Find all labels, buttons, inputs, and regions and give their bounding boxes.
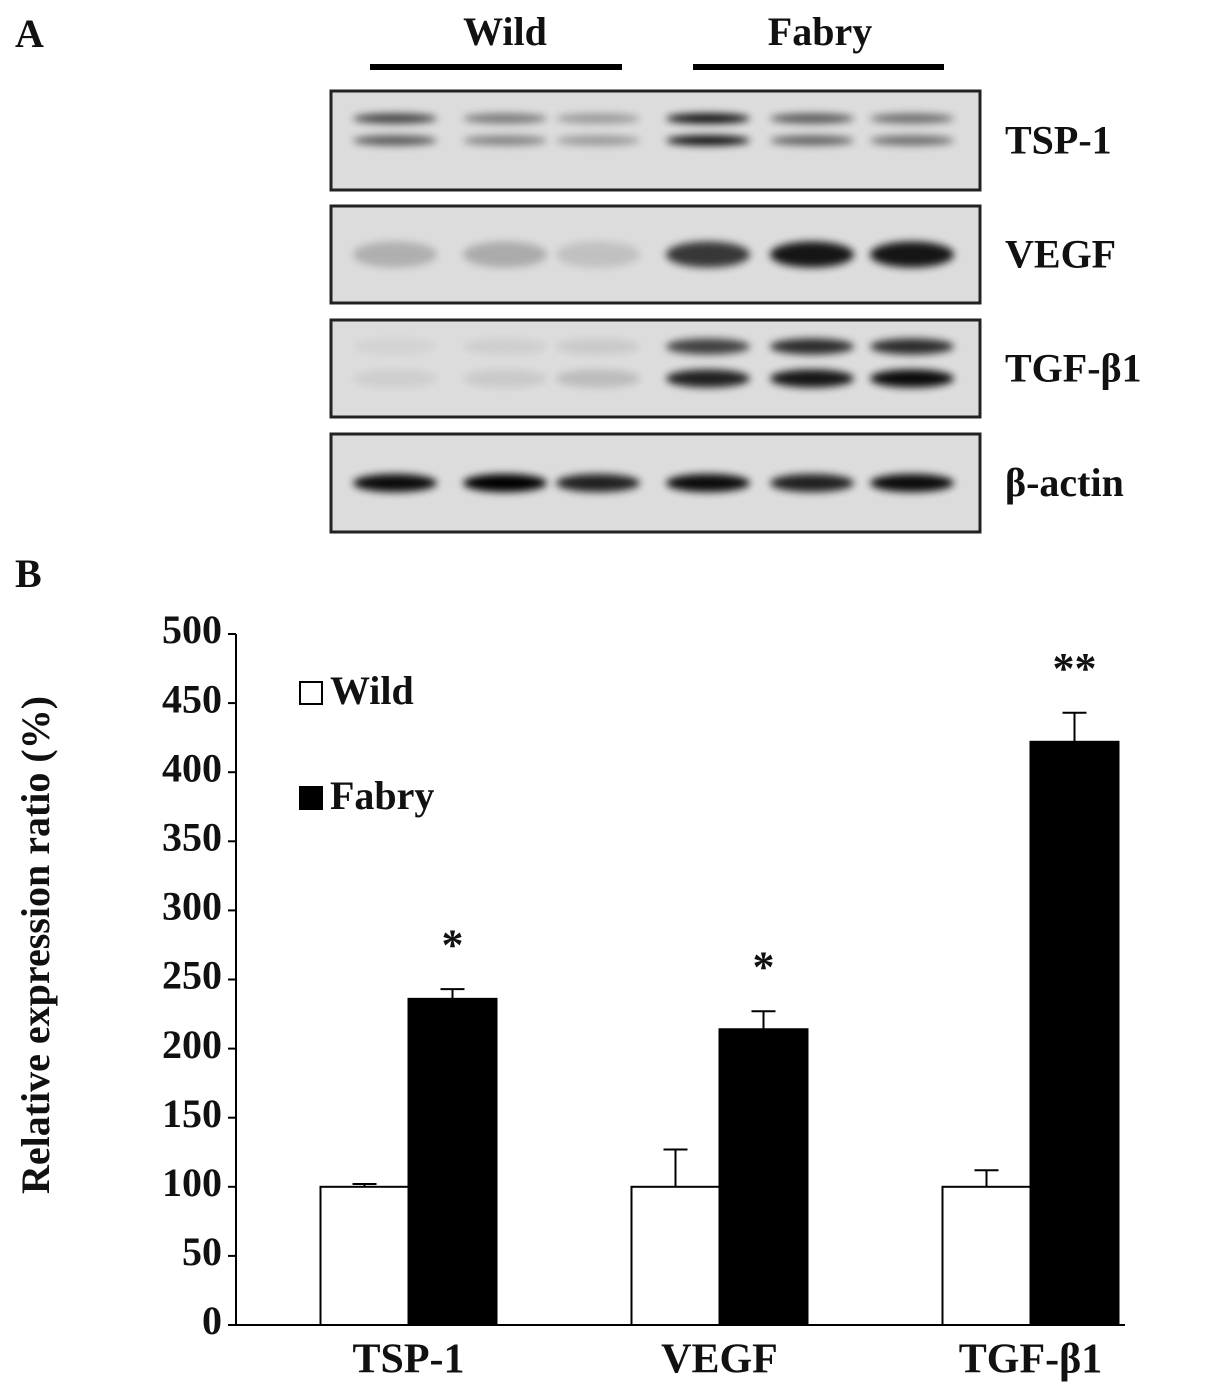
y-tick-label: 300	[162, 884, 222, 929]
legend-swatch	[299, 786, 323, 810]
y-tick-label: 500	[162, 607, 222, 652]
panel-label: A	[15, 11, 44, 56]
panel-label: B	[15, 551, 42, 596]
significance: *	[442, 920, 464, 969]
band	[556, 113, 640, 124]
row-label: TSP-1	[1005, 118, 1112, 163]
bar	[407, 997, 498, 1327]
band	[770, 474, 854, 492]
band	[770, 369, 854, 388]
group-label: Fabry	[768, 9, 872, 54]
y-axis-label: Relative expression ratio (%)	[13, 696, 58, 1194]
significance: **	[1053, 644, 1097, 693]
band	[666, 338, 750, 355]
error-bar	[352, 1183, 377, 1187]
band	[353, 369, 437, 388]
x-tick-label: TGF-β1	[959, 1337, 1102, 1383]
y-tick-label: 0	[202, 1298, 222, 1343]
legend-swatch	[299, 681, 323, 705]
band	[770, 241, 854, 268]
band	[353, 113, 437, 124]
y-tick-label: 400	[162, 745, 222, 790]
band	[666, 241, 750, 268]
band	[666, 474, 750, 492]
band	[463, 135, 547, 146]
blot-panel	[329, 318, 982, 419]
y-tick-label: 100	[162, 1160, 222, 1205]
band	[556, 338, 640, 355]
band	[870, 369, 954, 388]
error-bar	[974, 1169, 999, 1187]
x-tick-label: VEGF	[661, 1337, 778, 1383]
band	[770, 135, 854, 146]
band	[353, 474, 437, 492]
band	[770, 338, 854, 355]
band	[353, 135, 437, 146]
band	[666, 369, 750, 388]
error-bar	[663, 1148, 688, 1187]
band	[556, 135, 640, 146]
band	[870, 474, 954, 492]
y-tick-label: 150	[162, 1091, 222, 1136]
error-bar	[440, 988, 465, 999]
band	[463, 474, 547, 492]
row-label: TGF-β1	[1005, 346, 1142, 391]
band	[556, 369, 640, 388]
band	[463, 369, 547, 388]
bar	[319, 1185, 410, 1327]
bar	[630, 1185, 721, 1327]
band	[666, 135, 750, 146]
band	[556, 241, 640, 268]
band	[770, 113, 854, 124]
y-tick-label: 200	[162, 1022, 222, 1067]
bar	[718, 1028, 809, 1326]
band	[463, 113, 547, 124]
band	[463, 338, 547, 355]
band	[666, 113, 750, 124]
blot: TSP-1 VEGF TGF-β1 β-actin	[329, 89, 1142, 534]
y-tick-label: 450	[162, 676, 222, 721]
band	[353, 338, 437, 355]
band	[353, 241, 437, 268]
band	[870, 338, 954, 355]
error-bar	[751, 1010, 776, 1030]
row-label: VEGF	[1005, 232, 1116, 277]
legend-label: Wild	[330, 668, 414, 713]
y-tick-label: 250	[162, 953, 222, 998]
band	[556, 474, 640, 492]
legend-label: Fabry	[330, 773, 434, 818]
bar	[1029, 740, 1120, 1326]
x-tick-label: TSP-1	[352, 1337, 464, 1383]
band	[870, 113, 954, 124]
row-label: β-actin	[1005, 460, 1124, 505]
y-tick-label: 50	[182, 1229, 222, 1274]
band	[870, 241, 954, 268]
bar-chart: 0 50 100 150 200 250 300 350 400 450 500 Relative e…	[13, 607, 1125, 1383]
bar	[941, 1185, 1032, 1327]
band	[870, 135, 954, 146]
band	[463, 241, 547, 268]
significance: *	[753, 942, 775, 991]
group-label: Wild	[463, 9, 547, 54]
error-bar	[1062, 711, 1087, 742]
y-tick-label: 350	[162, 814, 222, 859]
